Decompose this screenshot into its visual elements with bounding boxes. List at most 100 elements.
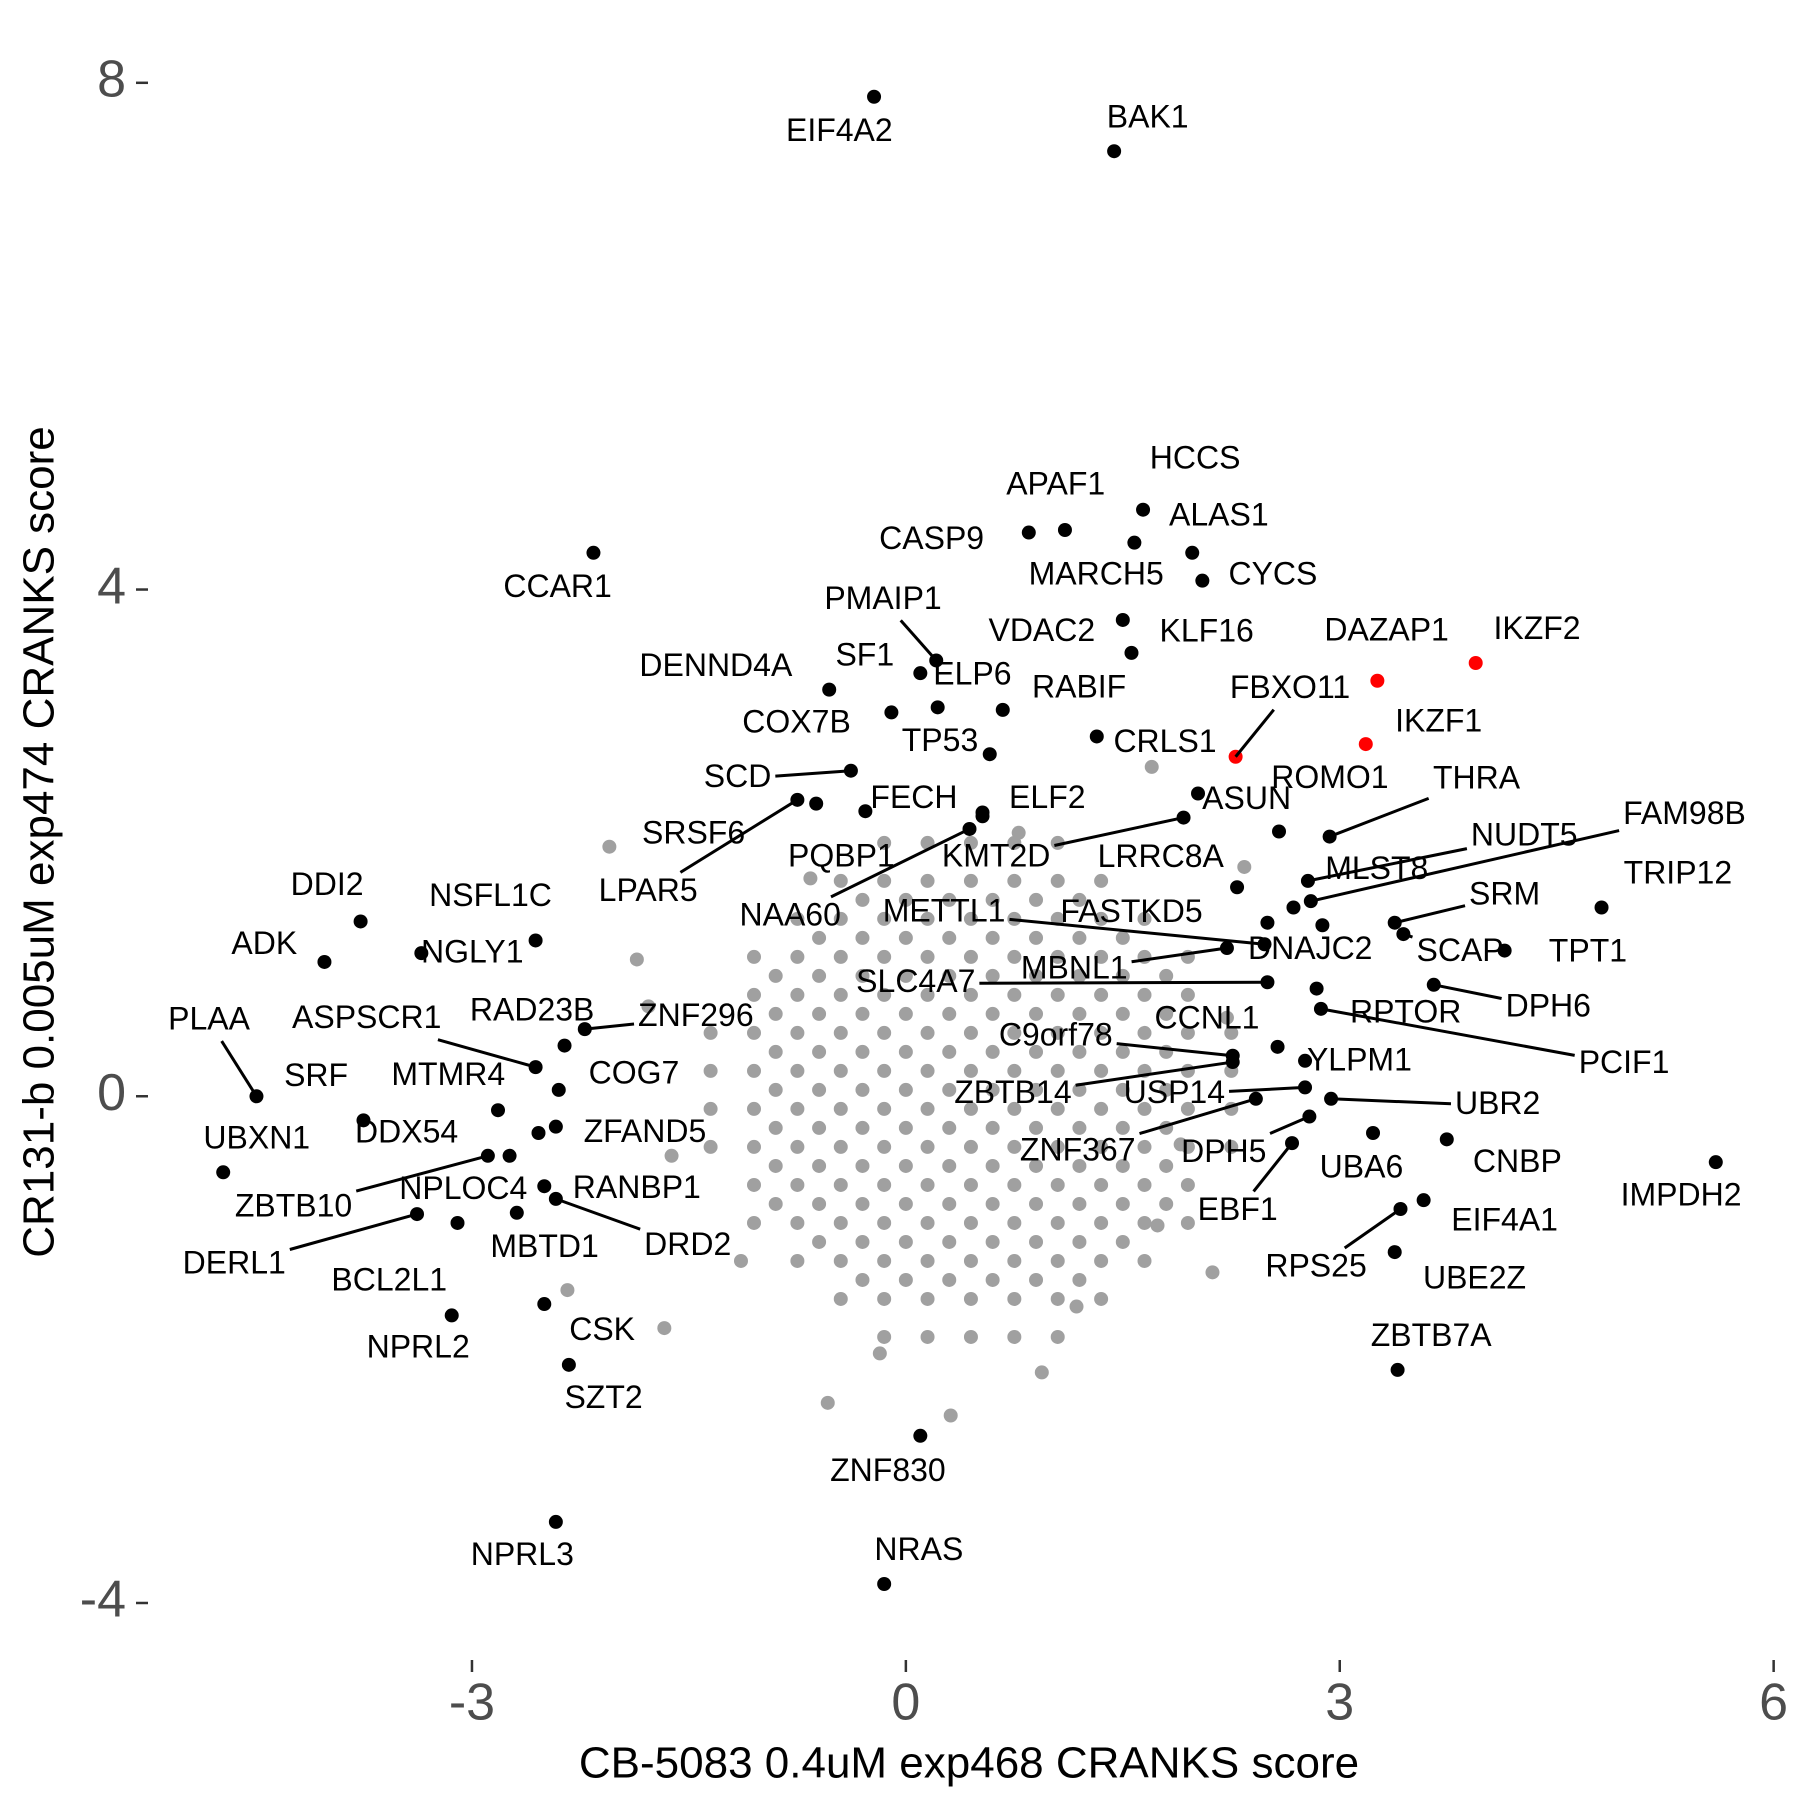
point <box>1029 1158 1044 1173</box>
point <box>1094 1139 1109 1154</box>
point-label: ZBTB7A <box>1371 1317 1493 1353</box>
point <box>747 1025 762 1040</box>
point-label: DDX54 <box>355 1114 458 1150</box>
point <box>317 954 332 969</box>
point-label: NPRL3 <box>471 1536 574 1572</box>
point <box>1115 968 1130 983</box>
point <box>560 1283 575 1298</box>
leader-line <box>775 769 852 778</box>
y-tick-label: 0 <box>97 1064 126 1122</box>
point <box>450 1215 465 1230</box>
point <box>1094 1177 1109 1192</box>
point <box>1180 987 1195 1002</box>
point-label: MBNL1 <box>1021 949 1128 985</box>
point <box>768 968 783 983</box>
point <box>1050 1215 1065 1230</box>
point <box>1094 1291 1109 1306</box>
point <box>768 1196 783 1211</box>
point <box>1137 987 1152 1002</box>
point <box>1390 1362 1405 1377</box>
point <box>1072 1158 1087 1173</box>
point <box>1050 1253 1065 1268</box>
point-label: CASP9 <box>879 520 984 556</box>
point <box>812 930 827 945</box>
point <box>531 1126 546 1141</box>
point-label: MARCH5 <box>1029 555 1164 591</box>
point-label: DNAJC2 <box>1248 930 1372 966</box>
point-label: ROMO1 <box>1271 759 1388 795</box>
point <box>1115 1158 1130 1173</box>
point <box>528 933 543 948</box>
leader-line <box>555 1197 641 1231</box>
point <box>414 946 429 961</box>
point <box>1072 892 1087 907</box>
point <box>963 1063 978 1078</box>
point <box>1072 1272 1087 1287</box>
point <box>855 892 870 907</box>
point <box>1094 1063 1109 1078</box>
point <box>975 809 990 824</box>
point-label: SZT2 <box>564 1379 642 1415</box>
point-label: CSK <box>569 1311 635 1347</box>
point <box>877 1101 892 1116</box>
point <box>1094 1253 1109 1268</box>
point <box>1029 1044 1044 1059</box>
leader-line <box>1331 1097 1452 1106</box>
point <box>1094 987 1109 1002</box>
leader-line <box>830 827 971 899</box>
x-tick-label: -3 <box>449 1674 495 1732</box>
point <box>898 1196 913 1211</box>
point <box>855 1272 870 1287</box>
point <box>1224 1025 1239 1040</box>
point <box>920 1215 935 1230</box>
point <box>833 1101 848 1116</box>
point <box>812 1234 827 1249</box>
point <box>942 892 957 907</box>
point <box>747 1063 762 1078</box>
point-label: ALAS1 <box>1169 497 1269 533</box>
point <box>1358 737 1373 752</box>
point-label: SRM <box>1469 876 1540 912</box>
point <box>858 804 873 819</box>
point <box>877 911 892 926</box>
point <box>898 892 913 907</box>
leader-line <box>355 1154 489 1193</box>
point-label: PMAIP1 <box>824 580 941 616</box>
point <box>1159 1196 1174 1211</box>
point <box>963 1139 978 1154</box>
point <box>963 1025 978 1040</box>
point <box>1115 612 1130 627</box>
point <box>1309 981 1324 996</box>
point <box>812 968 827 983</box>
leader-line <box>1131 946 1228 964</box>
point <box>1286 900 1301 915</box>
point <box>1072 1006 1087 1021</box>
point-label: FBXO11 <box>1230 669 1350 705</box>
point <box>963 1253 978 1268</box>
point <box>768 1006 783 1021</box>
point <box>768 1158 783 1173</box>
point-label: SCD <box>704 758 772 794</box>
point <box>812 1196 827 1211</box>
point-label: VDAC2 <box>988 612 1095 648</box>
point <box>1115 1044 1130 1059</box>
point <box>1029 1272 1044 1287</box>
point-label: UBA6 <box>1320 1148 1404 1184</box>
point <box>1050 949 1065 964</box>
point-label: NPRL2 <box>367 1328 470 1364</box>
point <box>1370 673 1385 688</box>
point <box>867 89 882 104</box>
point <box>216 1165 231 1180</box>
point <box>1094 873 1109 888</box>
point <box>1115 1082 1130 1097</box>
leader-line <box>1402 932 1413 939</box>
point <box>963 987 978 1002</box>
point <box>557 1038 572 1053</box>
point <box>747 1215 762 1230</box>
point <box>1050 835 1065 850</box>
point-label: ZBTB10 <box>235 1187 352 1223</box>
point <box>1011 825 1026 840</box>
point-label: PQBP1 <box>788 837 895 873</box>
point <box>833 873 848 888</box>
point <box>855 930 870 945</box>
